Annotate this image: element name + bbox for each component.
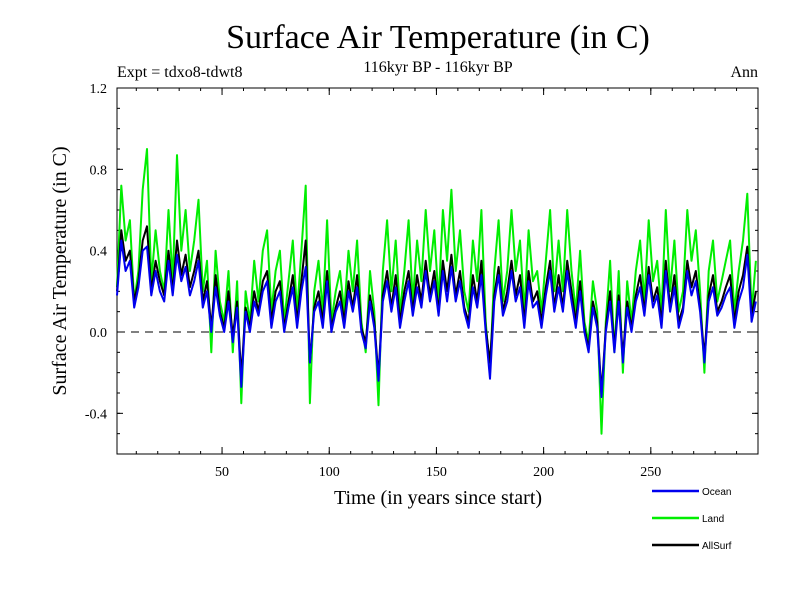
legend-label-ocean: Ocean [702, 487, 731, 498]
y-tick-label: 0.8 [90, 163, 108, 178]
x-tick-label: 50 [215, 465, 229, 480]
experiment-label: Expt = tdxo8-tdwt8 [117, 64, 242, 81]
x-tick-label: 150 [426, 465, 447, 480]
x-tick-label: 200 [533, 465, 554, 480]
x-tick-label: 250 [640, 465, 661, 480]
series-line-ocean [116, 239, 757, 399]
y-tick-label: 1.2 [90, 82, 108, 97]
legend-label-land: Land [702, 514, 724, 525]
x-axis-ticks: 50 100 150 200 250 [135, 88, 738, 480]
series-lines [116, 148, 757, 435]
x-tick-label: 100 [319, 465, 340, 480]
x-axis-label: Time (in years since start) [334, 487, 542, 509]
chart-legend: Ocean Land AllSurf [652, 487, 732, 552]
season-label: Ann [730, 64, 758, 81]
y-tick-label: 0.0 [90, 326, 108, 341]
series-line-land [116, 148, 757, 435]
legend-label-allsurf: AllSurf [702, 541, 732, 552]
chart-subtitle: 116kyr BP - 116kyr BP [363, 59, 512, 76]
y-tick-label: 0.4 [90, 245, 108, 260]
y-axis-label: Surface Air Temperature (in C) [49, 146, 71, 395]
chart-title: Surface Air Temperature (in C) [226, 19, 650, 56]
y-tick-label: -0.4 [85, 407, 107, 422]
